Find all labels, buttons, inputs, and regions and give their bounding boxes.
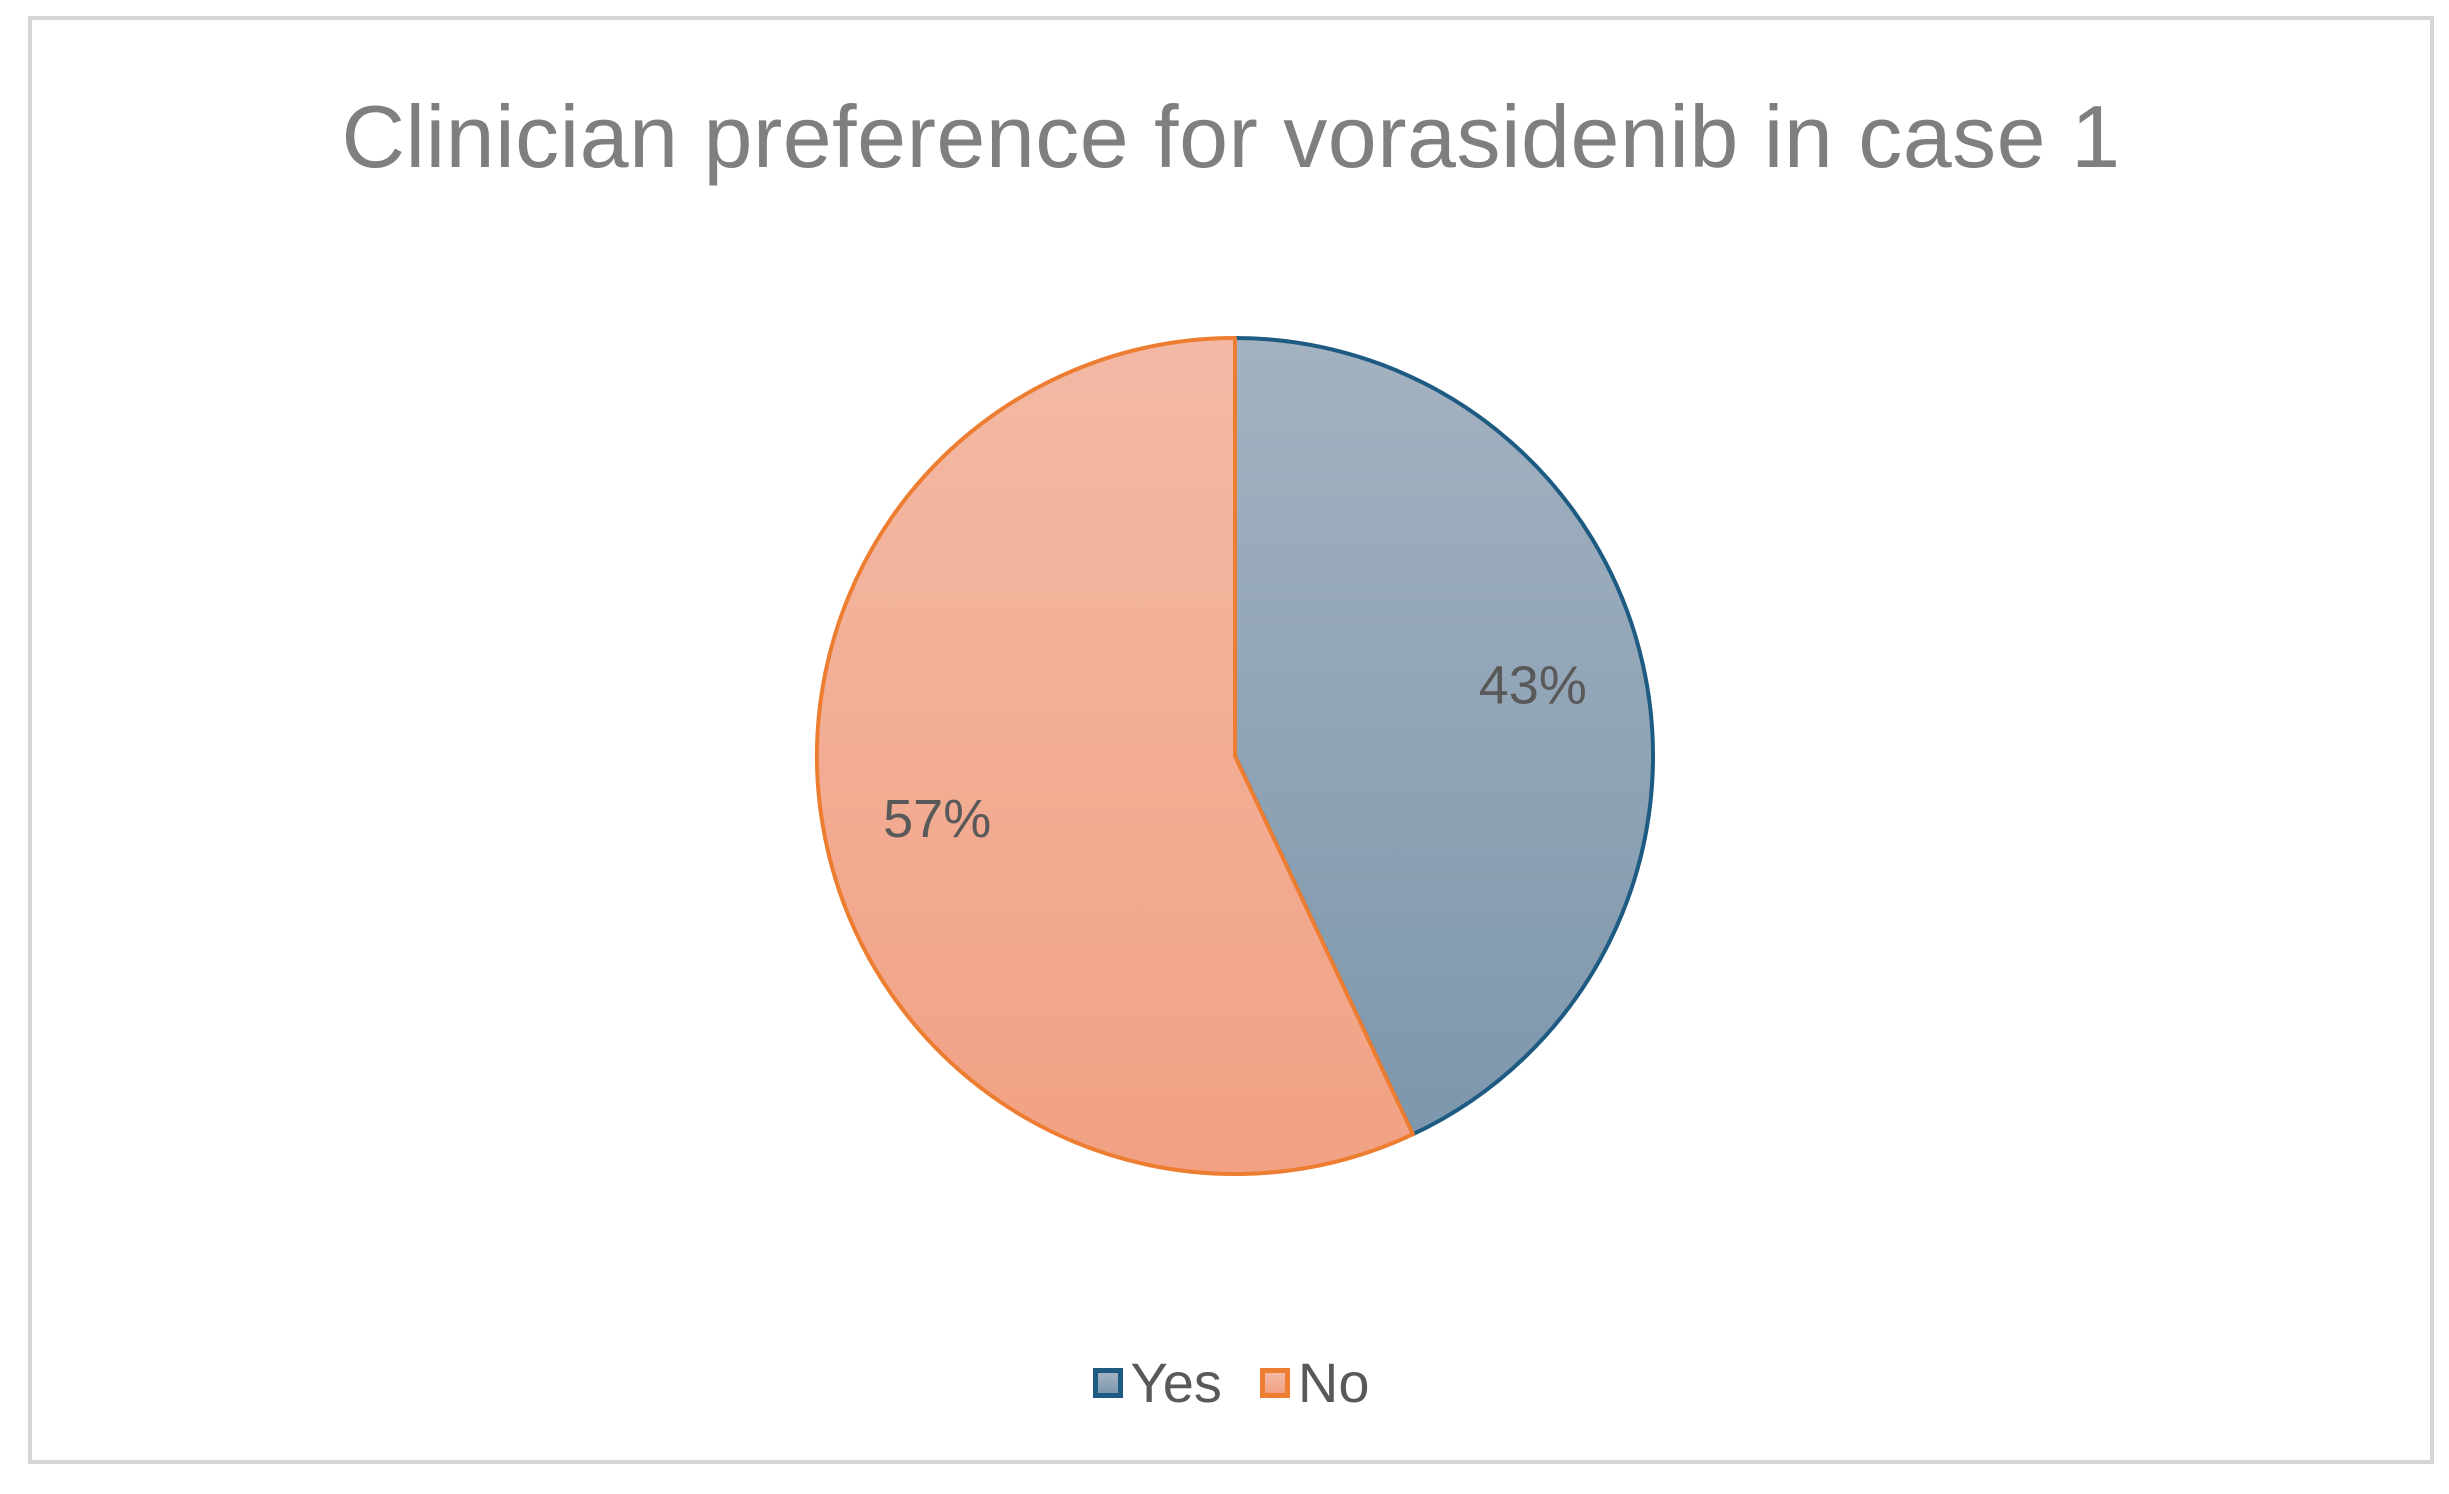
pie-slice-yes [1233,336,1656,1137]
data-label-no: 57% [883,789,991,849]
legend-label-yes: Yes [1130,1351,1222,1414]
chart-frame: Clinician preference for vorasidenib in … [28,16,2434,1464]
pie-slice-no [815,336,1415,1176]
pie-chart: 43% 57% [815,336,1656,1176]
legend-swatch-yes [1092,1367,1123,1398]
legend-item-no: No [1259,1350,1370,1415]
data-label-yes: 43% [1479,656,1587,716]
chart-title: Clinician preference for vorasidenib in … [341,87,2121,186]
legend-label-no: No [1297,1351,1370,1414]
legend-swatch-no [1259,1367,1290,1398]
legend-item-yes: Yes [1092,1350,1222,1415]
legend: Yes No [32,1350,2430,1415]
